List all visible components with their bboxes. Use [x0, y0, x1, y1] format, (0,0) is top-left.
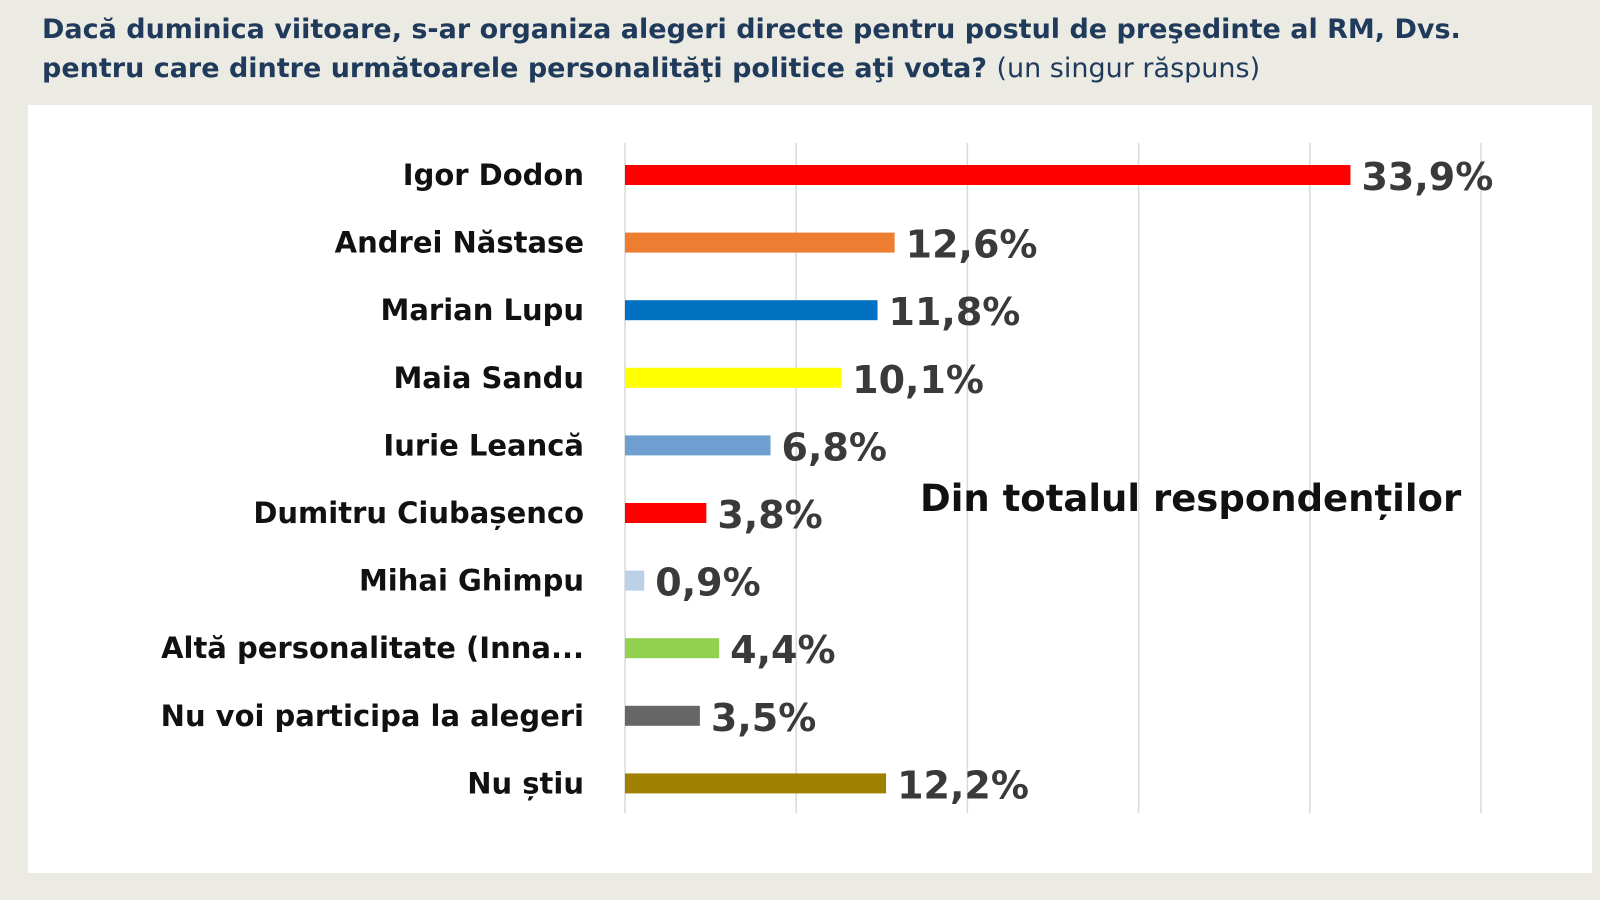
value-label: 33,9% [1361, 155, 1493, 199]
value-label: 11,8% [889, 290, 1021, 334]
chart-annotation: Din totalul respondenților [920, 477, 1462, 520]
bar [625, 570, 645, 591]
value-label: 6,8% [782, 425, 887, 469]
value-label: 0,9% [655, 561, 760, 605]
category-label: Marian Lupu [380, 293, 584, 327]
chart-title: Dacă duminica viitoare, s-ar organiza al… [42, 10, 1562, 88]
bar [625, 367, 842, 388]
gridlines [624, 143, 1482, 813]
question-note: (un singur răspuns) [996, 53, 1261, 84]
value-labels: 33,9% 12,6% 11,8% 10,1% 6,8% 3,8% 0,9% 4,4% 3,5%… [655, 155, 1493, 807]
value-label: 4,4% [730, 628, 835, 672]
bar [625, 705, 700, 726]
bar [625, 435, 771, 456]
category-label: Altă personalitate (Inna... [161, 631, 584, 665]
value-label: 3,5% [711, 696, 816, 740]
value-label: 12,6% [906, 223, 1038, 267]
category-label: Nu voi participa la alegeri [161, 699, 584, 733]
bar [625, 773, 887, 794]
value-label: 10,1% [852, 358, 984, 402]
bar [625, 165, 1351, 185]
category-label: Andrei Năstase [335, 226, 584, 260]
category-label: Igor Dodon [403, 158, 584, 192]
bar-chart: Igor Dodon Andrei Năstase Marian Lupu Maia … [161, 143, 1493, 813]
value-label: 3,8% [717, 493, 822, 537]
category-labels: Igor Dodon Andrei Năstase Marian Lupu Maia … [161, 158, 584, 800]
value-label: 12,2% [897, 763, 1029, 807]
category-label: Nu știu [467, 766, 584, 800]
category-label: Mihai Ghimpu [359, 564, 584, 598]
bar [625, 503, 707, 523]
question-text: Dacă duminica viitoare, s-ar organiza al… [42, 14, 1461, 84]
category-label: Iurie Leancă [383, 428, 584, 462]
category-label: Maia Sandu [393, 361, 584, 395]
bars [625, 165, 1351, 794]
bar [625, 638, 720, 659]
chart-panel: Igor Dodon Andrei Năstase Marian Lupu Maia … [28, 105, 1592, 873]
bar [625, 300, 878, 321]
bar [625, 232, 895, 253]
category-label: Dumitru Ciubașenco [253, 496, 584, 530]
